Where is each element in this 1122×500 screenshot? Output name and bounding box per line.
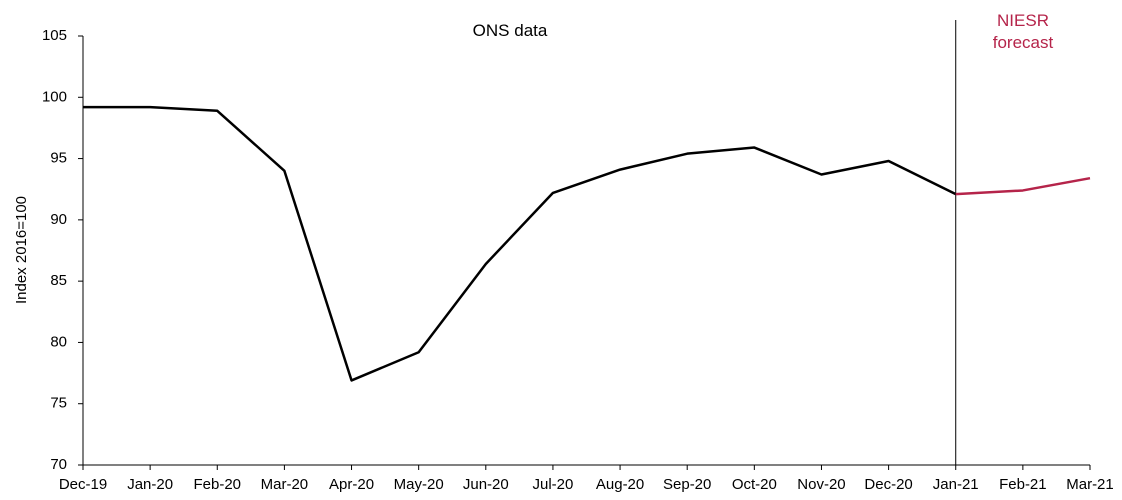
x-tick-label: Sep-20 — [663, 476, 711, 493]
series-line — [955, 176, 1091, 196]
x-tick-label: Mar-20 — [261, 476, 309, 493]
x-tick-label: Mar-21 — [1066, 476, 1114, 493]
x-tick-label: Jan-21 — [933, 476, 979, 493]
x-tick-label: May-20 — [394, 476, 444, 493]
y-tick-label: 90 — [50, 211, 67, 228]
x-tick-label: Jul-20 — [533, 476, 574, 493]
x-tick-label: Dec-20 — [864, 476, 912, 493]
series-line — [83, 105, 957, 382]
y-tick-label: 85 — [50, 272, 67, 289]
y-tick-label: 95 — [50, 150, 67, 167]
x-tick-label: Feb-21 — [999, 476, 1047, 493]
y-axis-label: Index 2016=100 — [13, 196, 30, 304]
y-tick-label: 70 — [50, 456, 67, 473]
x-tick-label: Apr-20 — [329, 476, 374, 493]
ons-annotation: ONS data — [472, 21, 548, 40]
x-tick-label: Aug-20 — [596, 476, 644, 493]
x-tick-label: Jun-20 — [463, 476, 509, 493]
x-tick-label: Dec-19 — [59, 476, 107, 493]
forecast-annotation: NIESR forecast — [992, 11, 1054, 52]
y-tick-label: 80 — [50, 333, 67, 350]
y-tick-label: 105 — [42, 27, 67, 44]
x-tick-label: Jan-20 — [127, 476, 173, 493]
x-tick-label: Feb-20 — [194, 476, 242, 493]
y-tick-label: 100 — [42, 88, 67, 105]
x-tick-label: Nov-20 — [797, 476, 845, 493]
x-tick-label: Oct-20 — [732, 476, 777, 493]
y-tick-label: 75 — [50, 395, 67, 412]
